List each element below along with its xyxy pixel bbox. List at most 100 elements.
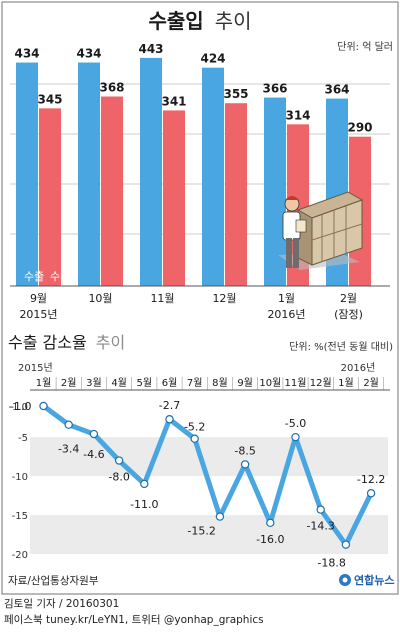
y-tick-label-2: -10 [12, 472, 28, 483]
bar-category-label-3: 12월 [212, 292, 236, 305]
bar-chart-title: 수출입 추이 [148, 9, 251, 33]
data-point-13 [366, 489, 376, 498]
data-label-7: -15.2 [187, 525, 215, 538]
worker-with-crate-illustration [278, 191, 364, 270]
bar-import-1 [101, 96, 123, 286]
y-tick-label-3: -15 [12, 511, 28, 522]
bar-import-2 [163, 110, 185, 286]
line-y-ticks: -1.0 -5 -10 -15 -20 [8, 402, 28, 561]
line-series [41, 403, 374, 548]
grid-band-5-10 [30, 437, 388, 477]
x-tick-label-1: 2월 [61, 377, 77, 389]
x-tick-label-7: 8월 [212, 377, 228, 389]
legend-export: 수출 [24, 270, 44, 283]
bar-export-2 [140, 57, 162, 286]
bar-export-1 [78, 62, 100, 287]
x-tick-label-6: 7월 [187, 377, 203, 389]
data-point-9 [266, 518, 275, 528]
line-grid-bands [30, 437, 388, 554]
data-label-4: -11.0 [130, 498, 158, 511]
bar-category-sublabel-5: (잠정) [334, 308, 363, 321]
data-point-7 [215, 512, 225, 521]
bar-title-rest: 추이 [215, 9, 252, 33]
trade-bar-chart: 수출입 추이 단위: 억 달러 434 345 434 368 443 341 424 355… [10, 9, 393, 321]
bar-export-4 [264, 97, 286, 286]
bar-value-label-0-1: 434 [76, 47, 101, 61]
bar-value-label-0-5: 364 [324, 83, 349, 97]
source-label: 자료/산업통상자원부 [8, 574, 99, 587]
credit-footer: 김토일 기자 / 20160301 페이스북 tuney.kr/LeYN1, 트… [4, 596, 396, 632]
x-tick-label-9: 10월 [259, 377, 281, 389]
x-tick-label-11: 12월 [310, 377, 332, 389]
data-label-12: -18.8 [317, 557, 345, 570]
line-points [39, 401, 376, 549]
data-label-1: -3.4 [58, 443, 79, 456]
bar-value-label-1-2: 341 [161, 94, 186, 108]
bar-marks [16, 57, 371, 287]
bar-value-label-1-0: 345 [37, 92, 62, 106]
data-point-12 [341, 540, 351, 549]
bar-value-label-0-3: 424 [200, 52, 225, 66]
bar-import-0 [39, 108, 61, 287]
yonhap-logo: 연합뉴스 [339, 573, 394, 587]
year-label-2015: 2015년 [18, 362, 53, 374]
x-tick-label-13: 2월 [363, 377, 379, 389]
data-point-2 [89, 429, 99, 439]
x-tick-label-8: 9월 [237, 377, 253, 389]
data-point-10 [291, 432, 300, 442]
data-label-0: -1.0 [10, 400, 31, 413]
logo-text: 연합뉴스 [354, 573, 394, 587]
data-label-2: -4.6 [83, 448, 104, 461]
bar-category-label-4: 1월 [278, 292, 295, 305]
x-tick-label-12: 1월 [338, 377, 354, 389]
bar-value-labels: 434 345 434 368 443 341 424 355 366 314 364 290 [14, 42, 372, 135]
data-point-4 [140, 479, 149, 489]
bar-unit-label: 단위: 억 달러 [337, 40, 393, 53]
line-title-rest: 추이 [96, 333, 125, 352]
x-tick-label-2: 3월 [86, 377, 102, 389]
data-label-13: -12.2 [357, 473, 385, 486]
y-tick-label-0: -1.0 [8, 402, 28, 413]
bar-category-label-5: 2월 [340, 292, 357, 305]
line-unit-label: 단위: %(전년 동월 대비) [289, 340, 393, 353]
line-title-main: 수출 감소율 [8, 333, 87, 352]
bar-value-label-1-5: 290 [347, 121, 372, 135]
bar-import-3 [225, 103, 247, 286]
data-point-8 [240, 460, 250, 469]
x-tick-label-4: 5월 [137, 377, 153, 389]
data-point-1 [64, 420, 73, 429]
bar-category-label-0: 9월 [30, 292, 47, 305]
data-label-8: -8.5 [234, 444, 255, 457]
x-tick-label-3: 4월 [111, 377, 127, 389]
legend-import: 수입 [50, 270, 70, 283]
export-decline-line-chart: 수출 감소율 추이 단위: %(전년 동월 대비) 2015년 2016년 1월… [8, 333, 394, 587]
bar-value-label-0-0: 434 [14, 47, 39, 61]
bar-export-0 [16, 62, 38, 287]
line-chart-title: 수출 감소율 추이 [8, 333, 125, 352]
y-tick-label-1: -5 [18, 433, 28, 444]
x-tick-label-5: 6월 [162, 377, 178, 389]
data-point-0 [39, 401, 48, 411]
data-point-6 [190, 434, 199, 443]
line-value-labels: -1.0 -3.4 -4.6 -8.0 -11.0 -2.7 -5.2 -15.2 -8.5 -1… [10, 399, 385, 569]
bar-x-labels: 9월 2015년 10월 11월 12월 1월 2016년 2월 (잠정) [19, 292, 362, 321]
data-label-9: -16.0 [256, 533, 284, 546]
bar-category-label-1: 10월 [88, 292, 112, 305]
data-label-11: -14.3 [306, 520, 334, 533]
data-label-10: -5.0 [285, 417, 306, 430]
year-label-2016: 2016년 [341, 362, 376, 374]
data-label-5: -2.7 [159, 399, 180, 412]
x-tick-label-0: 1월 [36, 377, 52, 389]
bar-export-3 [202, 67, 224, 286]
bar-category-sublabel-0: 2015년 [19, 308, 57, 321]
data-label-6: -5.2 [184, 421, 205, 434]
data-label-3: -8.0 [108, 471, 129, 484]
y-tick-label-4: -20 [12, 550, 28, 561]
credit-author: 김토일 기자 / 20160301 [4, 598, 120, 610]
bar-value-label-0-4: 366 [262, 82, 287, 96]
credit-social: 페이스북 tuney.kr/LeYN1, 트위터 @yonhap_graphic… [4, 614, 264, 626]
bar-value-label-1-1: 368 [99, 81, 124, 95]
bar-category-sublabel-4: 2016년 [267, 308, 305, 321]
data-point-5 [165, 415, 174, 424]
